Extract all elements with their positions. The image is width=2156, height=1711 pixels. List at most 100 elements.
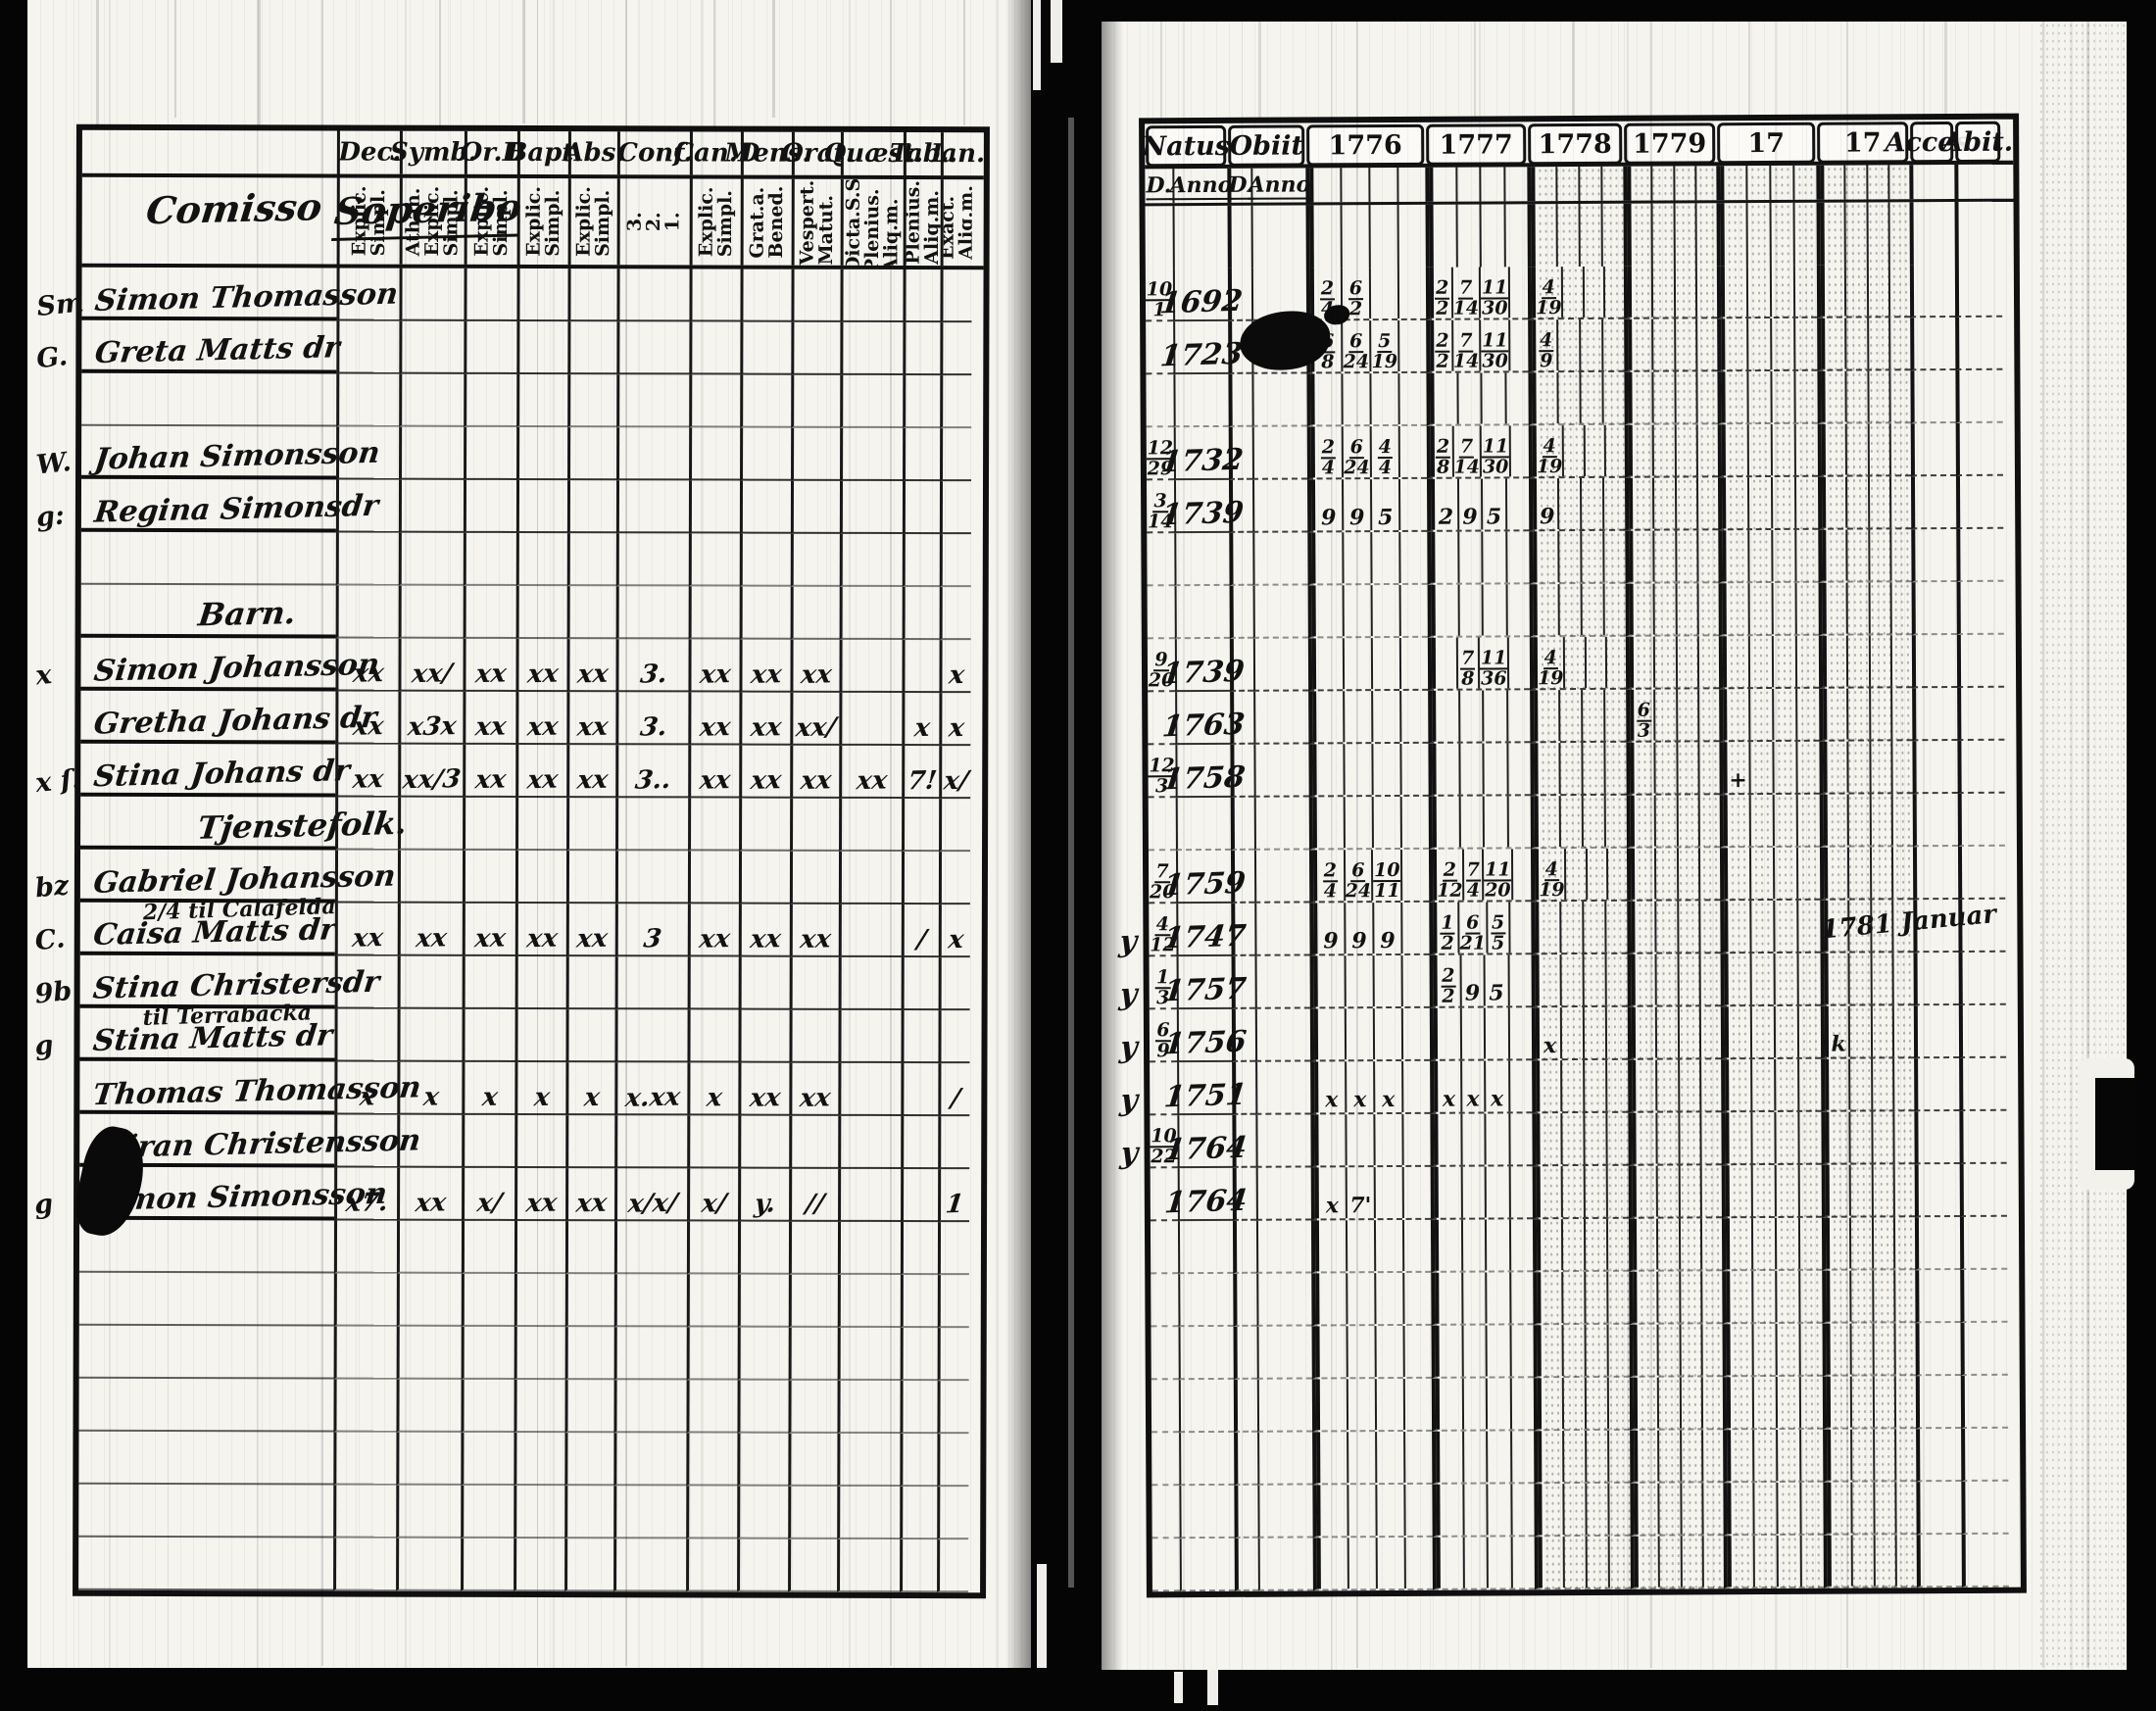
year-subcell: 11 36 [1477,637,1508,690]
year-subcell [1651,371,1675,423]
mark-cell [788,1433,838,1487]
mark-text: xx [351,659,386,689]
year-subcell [1484,1166,1509,1218]
year-subcell [1700,1324,1723,1376]
year-subcell [1485,1378,1510,1430]
year-subcell [1538,1484,1563,1536]
year-subcell [1776,1482,1800,1534]
mark-cell: x/ [939,746,971,800]
fraction-numerator: 11 [1481,329,1509,353]
natus-year-cell [1172,205,1228,269]
year-subcell [1848,1058,1871,1110]
year-block-y1778 [1532,1059,1629,1114]
year-subcell [1557,531,1581,583]
mark-cell [564,1221,615,1275]
natus-day-cell [1151,1327,1179,1381]
column-subheader: Dicta.S.S. Plenius. Aliq.m. [840,178,904,266]
year-subcell [1532,372,1557,424]
year-subcell [1722,583,1748,635]
column-header-natus: Natus [1142,124,1230,168]
mark-cell: x/x/ [614,1168,688,1222]
year-subcell [1309,168,1341,203]
year-subcell [1533,584,1558,636]
fraction-denominator: 19 [1536,297,1562,319]
year-subcell [1746,476,1772,529]
year-subcell [1402,1272,1432,1324]
mark-text: xx [799,765,834,797]
year-subcell [1797,1058,1822,1110]
mark-cell [514,1432,565,1487]
year-subcell [1723,795,1749,847]
year-block-y1779 [1629,1324,1723,1378]
mark-text: // [804,1189,826,1219]
mark-text: x [947,660,966,691]
section-label: Barn. [196,594,299,634]
year-subcell [1627,203,1652,267]
fraction-denominator: 19 [1537,667,1564,690]
gutter-shadow-right [1102,22,1123,1670]
obiit-day-cell [1232,1167,1256,1221]
mark-cell [738,1115,790,1169]
year-subcell [1605,848,1628,900]
year-subcell [1872,1482,1895,1534]
natus-day-cell [1147,586,1175,640]
mark-cell [567,269,617,322]
obiit-year-cell [1251,479,1308,533]
year-subcell [1652,583,1676,635]
table-row [1147,581,2016,640]
mark-cell [463,797,516,851]
year-subcell [1340,168,1369,203]
mark-cell [940,375,972,429]
mark-cell [902,798,940,853]
mark-cell [838,904,902,957]
mark-cell: x [687,1062,739,1116]
year-subcell [1674,477,1697,529]
acces-cell [1911,528,1957,583]
year-subcell [1403,1537,1433,1589]
year-block-y1778 [1531,953,1628,1008]
mark-cell [900,1486,938,1540]
table-row: Johan Simonsson W. [35,425,983,482]
year-block-y17a [1718,529,1819,584]
mark-text: 9 [1348,505,1365,531]
year-subcell [1721,318,1747,370]
year-subcell [1562,1483,1586,1536]
year-subcell [1893,1323,1916,1375]
name-cell [78,1484,334,1539]
fraction-numerator: 4 [1377,436,1393,460]
mark-cell [514,1220,566,1275]
year-subcell: k [1824,1005,1849,1057]
mark-cell: xx [790,745,840,799]
natus-year-cell: 1732 [1159,426,1246,481]
mark-cell [686,1539,738,1592]
year-subcell [1561,266,1583,318]
mark-cell [840,427,904,481]
obiit-year-cell [1253,850,1310,904]
year-subcell [1502,167,1528,202]
year-subcell [1867,476,1890,528]
year-subcell [1578,166,1601,202]
mark-text: 5 [1486,504,1502,530]
year-block-y17b [1819,688,1913,742]
year-subcell [1823,741,1847,793]
year-subcell [1347,1538,1376,1589]
year-subcell [1865,165,1888,200]
natus-day-cell [1152,1539,1180,1592]
year-block-y1776 [1309,1007,1431,1062]
subheader-rotated-text: Explic. Simpl. [695,186,737,258]
subheader-anno: Anno [1248,168,1311,203]
date-fraction: 10 11 [1373,859,1401,902]
spine-highlight [1037,1564,1047,1668]
year-subcell: x [1345,1061,1374,1113]
mark-cell: xx [566,639,616,693]
mark-text: x/ [700,1189,728,1219]
mark-cell [737,1539,789,1592]
year-subcell [1509,425,1529,477]
year-subcell: 11 30 [1478,267,1509,319]
year-subcell [1795,741,1820,793]
fraction-numerator: 11 [1484,858,1512,882]
year-subcell [1867,423,1889,475]
mark-text: x/ [942,765,971,797]
